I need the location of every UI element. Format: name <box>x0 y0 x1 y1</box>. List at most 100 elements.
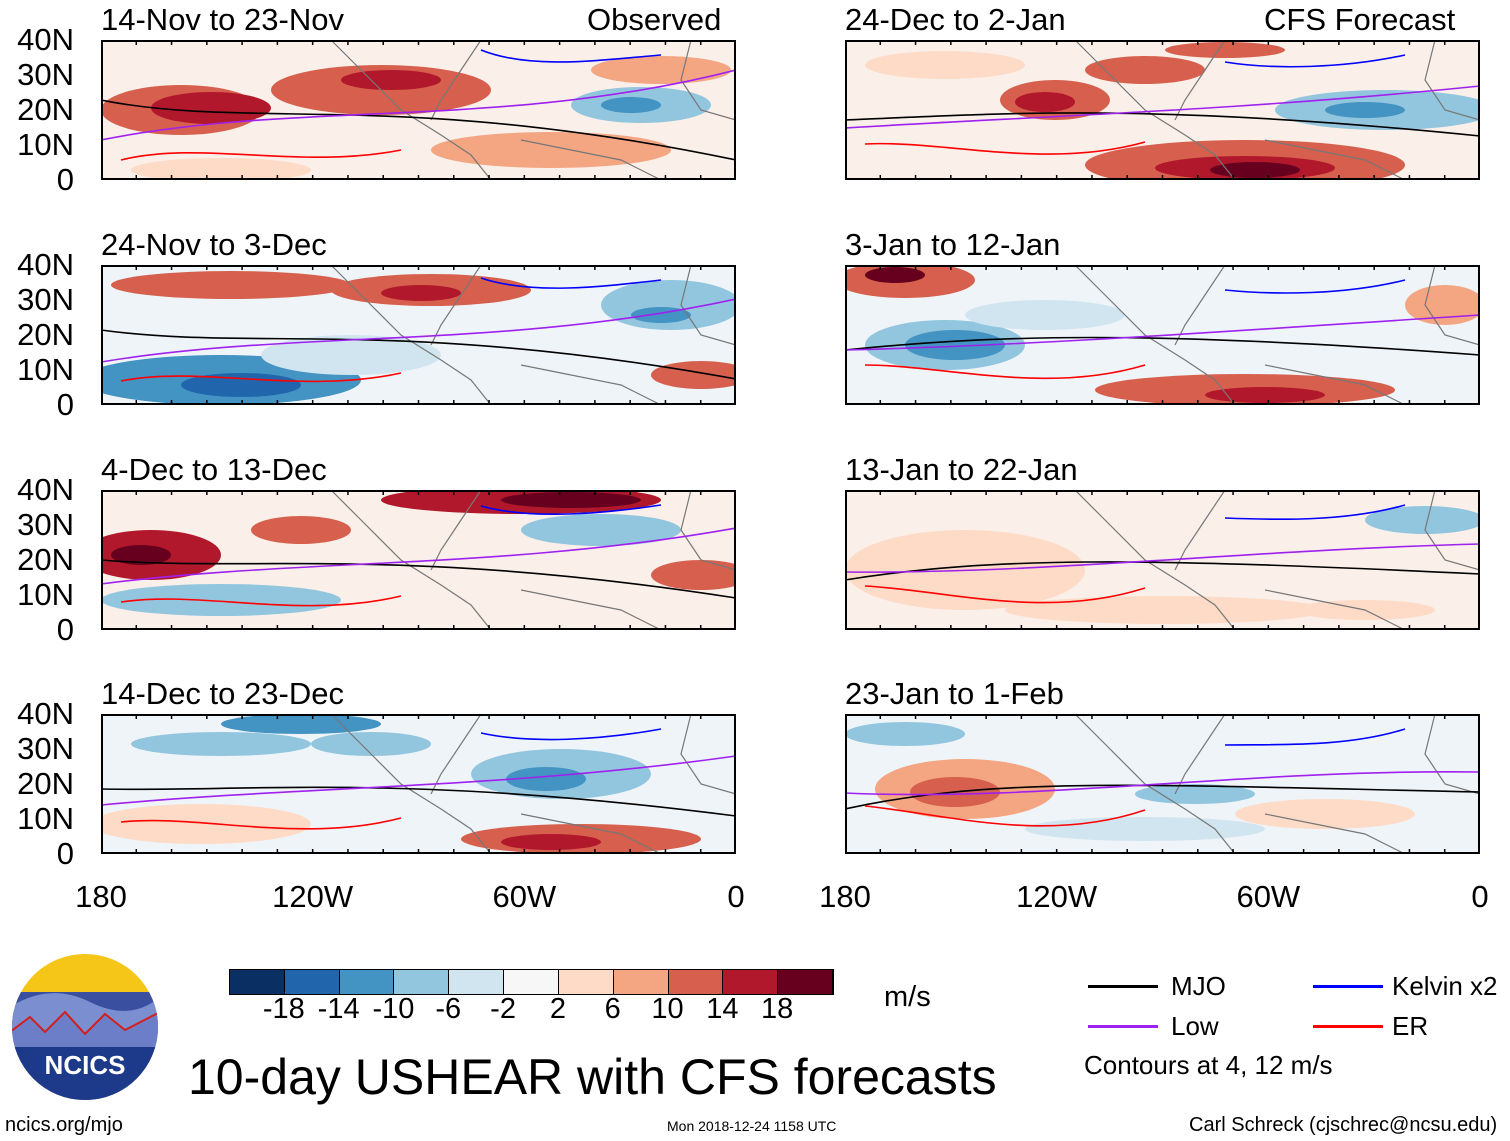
y-tick-label: 30N <box>17 507 74 542</box>
map-panel <box>101 490 736 630</box>
mjo-contour <box>845 112 1480 137</box>
shear-anomaly-region <box>506 767 586 791</box>
colorbar-swatch <box>449 970 505 994</box>
kelvin-contour <box>480 49 662 63</box>
colorbar-label: 18 <box>761 993 794 1025</box>
map-panel <box>845 40 1480 180</box>
low-contour <box>845 771 1480 796</box>
y-tick-label: 0 <box>56 162 74 197</box>
colorbar-swatch <box>723 970 779 994</box>
colorbar-swatch <box>394 970 450 994</box>
y-tick-label: 20N <box>17 317 74 352</box>
coastline <box>1074 265 1480 405</box>
map-panel <box>101 40 736 180</box>
shear-anomaly-region <box>1365 506 1480 534</box>
panel-title: 4-Dec to 13-Dec <box>101 452 327 487</box>
units-label: m/s <box>884 981 931 1013</box>
legend-label-low: Low <box>1171 1011 1219 1041</box>
kelvin-contour <box>1224 54 1406 68</box>
colorbar-swatch <box>558 970 614 994</box>
er-contour <box>120 817 402 830</box>
y-tick-label: 0 <box>56 836 74 871</box>
column-header-observed: Observed <box>587 2 722 37</box>
shear-anomaly-region <box>1210 162 1300 178</box>
source-url[interactable]: ncics.org/mjo <box>5 1114 123 1136</box>
x-tick-label: 0 <box>1471 879 1489 914</box>
shear-anomaly-region <box>181 373 301 397</box>
shear-anomaly-region <box>131 732 311 756</box>
shear-anomaly-region <box>311 732 431 756</box>
shear-anomaly-region <box>1405 285 1480 325</box>
colorbar-label: 2 <box>549 993 566 1025</box>
legend-line-er <box>1313 1025 1383 1028</box>
x-tick-label: 60W <box>492 879 557 914</box>
shear-anomaly-region <box>251 516 351 544</box>
author-credit: Carl Schreck (cjschrec@ncsu.edu) <box>1189 1114 1498 1136</box>
kelvin-contour <box>480 504 662 516</box>
coastline <box>1074 714 1480 854</box>
shear-anomaly-region <box>865 51 1025 79</box>
legend-line-low <box>1088 1025 1158 1028</box>
low-contour <box>101 527 736 585</box>
map-panel <box>845 714 1480 854</box>
x-tick-label: 60W <box>1236 879 1301 914</box>
legend-label-kelvin: Kelvin x2 <box>1392 971 1498 1001</box>
mjo-contour <box>845 336 1480 356</box>
low-contour <box>101 298 736 363</box>
colorbar-label: 10 <box>651 993 684 1025</box>
colorbar-swatch <box>613 970 669 994</box>
shear-anomaly-region <box>1005 596 1325 624</box>
er-contour <box>864 141 1146 155</box>
shear-anomaly-region <box>845 722 965 746</box>
x-tick-label: 120W <box>272 879 354 914</box>
low-contour <box>101 69 736 141</box>
shear-anomaly-region <box>601 97 661 113</box>
colorbar-swatch <box>504 970 559 994</box>
y-tick-label: 0 <box>56 612 74 647</box>
shear-anomaly-region <box>101 804 311 844</box>
er-contour <box>864 805 1146 827</box>
logo-text: NCICS <box>45 1050 126 1080</box>
map-panel <box>845 265 1480 405</box>
kelvin-contour <box>480 728 662 741</box>
x-tick-label: 0 <box>727 879 745 914</box>
y-tick-label: 30N <box>17 57 74 92</box>
colorbar-label: 6 <box>604 993 621 1025</box>
y-tick-label: 40N <box>17 22 74 57</box>
low-contour <box>845 85 1480 129</box>
map-panel <box>101 714 736 854</box>
kelvin-contour <box>1224 279 1406 294</box>
ncics-logo: NCICS <box>12 954 158 1100</box>
shear-anomaly-region <box>101 584 341 616</box>
coastline <box>330 265 736 405</box>
x-tick-label: 180 <box>819 879 871 914</box>
er-contour <box>120 149 402 161</box>
kelvin-contour <box>480 277 662 289</box>
colorbar-label: -2 <box>490 993 516 1025</box>
legend-line-mjo <box>1088 985 1158 988</box>
er-contour <box>120 372 402 383</box>
colorbar-label: -14 <box>317 993 360 1025</box>
x-tick-label: 180 <box>75 879 127 914</box>
shear-anomaly-region <box>341 70 441 90</box>
coastline <box>1074 490 1480 630</box>
coastline <box>330 714 736 854</box>
colorbar-swatch <box>230 970 285 994</box>
er-contour <box>864 585 1146 604</box>
timestamp: Mon 2018-12-24 1158 UTC <box>667 1118 837 1134</box>
shear-anomaly-region <box>261 335 441 375</box>
colorbar-label: -6 <box>435 993 462 1025</box>
mjo-contour <box>101 559 736 599</box>
legend-line-kelvin <box>1313 985 1383 988</box>
y-tick-label: 40N <box>17 472 74 507</box>
legend-label-mjo: MJO <box>1171 971 1226 1001</box>
x-tick-label: 120W <box>1016 879 1098 914</box>
colorbar-label: 14 <box>706 993 739 1025</box>
shear-anomaly-region <box>865 267 925 283</box>
shear-anomaly-region <box>905 330 1005 360</box>
mjo-contour <box>845 784 1480 810</box>
map-panel <box>101 265 736 405</box>
y-tick-label: 10N <box>17 801 74 836</box>
shear-anomaly-region <box>1085 56 1205 84</box>
